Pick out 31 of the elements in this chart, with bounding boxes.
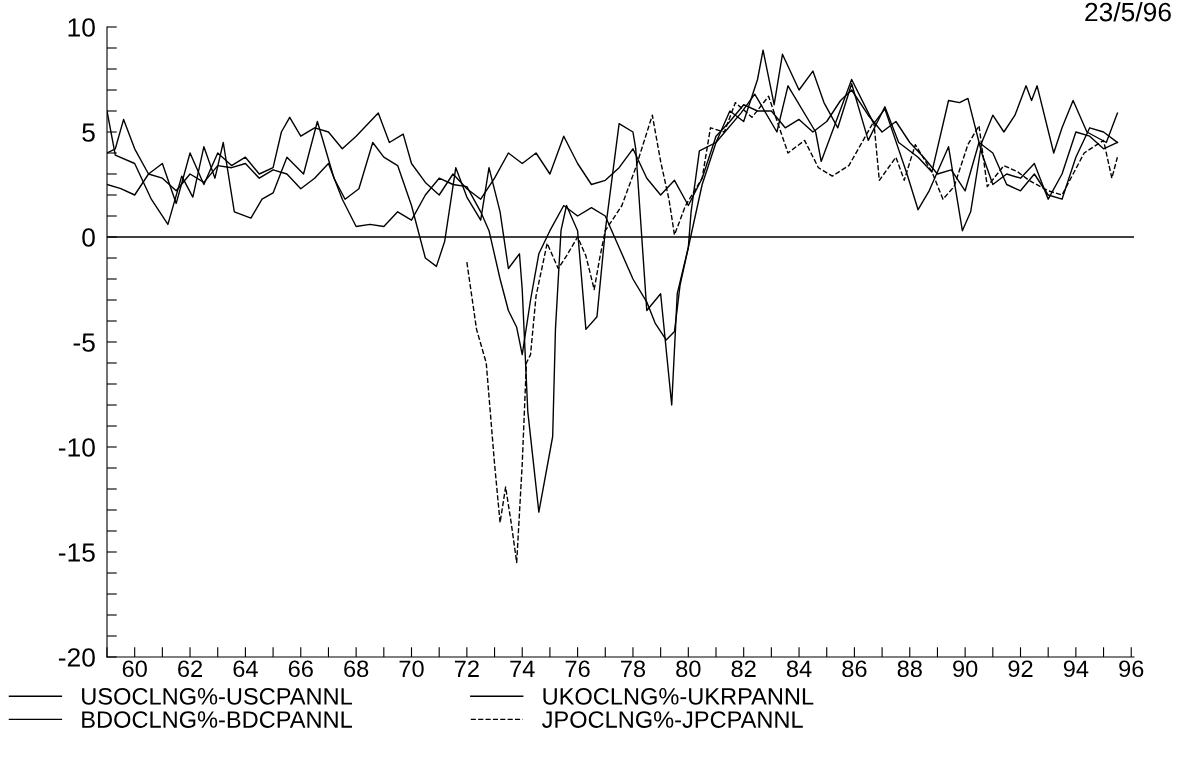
- x-tick-label: 72: [454, 660, 479, 677]
- y-tick-label: -20: [58, 648, 95, 667]
- x-tick-label: 90: [953, 660, 978, 678]
- legend-label: JPOCLNG%-JPCPANNL: [542, 711, 803, 728]
- y-tick-label: 10: [68, 18, 95, 37]
- x-tick-label: 66: [288, 660, 313, 678]
- y-tick-label: 0: [82, 228, 95, 247]
- y-tick-label: -5: [73, 333, 95, 352]
- x-tick-label: 60: [122, 660, 147, 678]
- text: 23/5/96: [1085, 2, 1171, 22]
- x-tick-label: 84: [786, 660, 812, 678]
- x-tick-label: 74: [510, 660, 535, 677]
- y-tick-label: -10: [58, 438, 95, 457]
- y-tick-label: 5: [82, 123, 95, 142]
- x-tick-label: 88: [897, 660, 922, 678]
- x-tick-label: 82: [731, 660, 756, 678]
- x-tick-label: 86: [842, 660, 867, 678]
- x-tick-label: 78: [621, 660, 646, 678]
- x-tick-label: 62: [178, 660, 202, 678]
- x-tick-label: 76: [565, 660, 590, 678]
- x-tick-label: 96: [1119, 660, 1144, 678]
- x-tick-label: 64: [233, 660, 258, 678]
- x-tick-label: 94: [1063, 660, 1089, 678]
- x-tick-label: 92: [1008, 660, 1033, 678]
- legend-label: BDOCLNG%-BDCPANNL: [82, 711, 352, 728]
- x-tick-label: 68: [344, 660, 369, 678]
- x-tick-label: 70: [399, 660, 424, 678]
- legend-label: USOCLNG%-USCPANNL: [82, 687, 352, 705]
- legend-label: UKOCLNG%-UKRPANNL: [543, 687, 814, 705]
- y-tick-label: -15: [58, 543, 95, 562]
- x-tick-label: 80: [676, 660, 701, 678]
